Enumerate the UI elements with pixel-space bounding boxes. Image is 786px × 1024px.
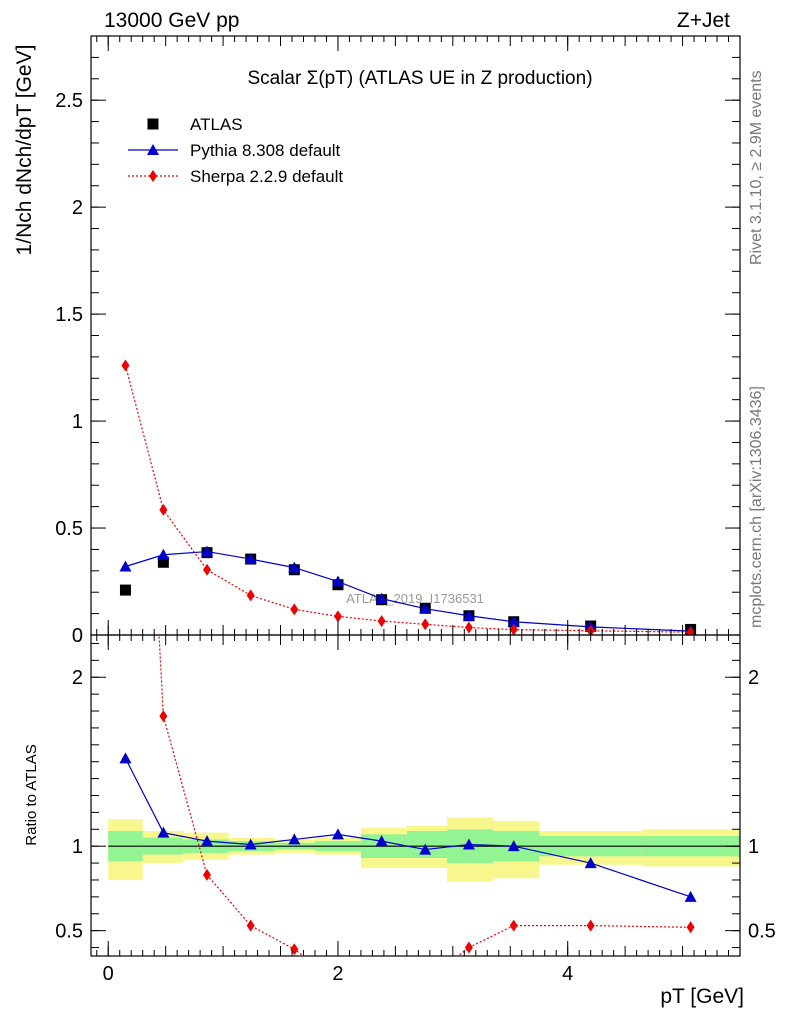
top-pythia-8-308-default-point [288, 561, 301, 573]
ratio-sherpa-2-2-9-default-point [378, 992, 386, 1004]
top-pythia-8-308-default-point [157, 548, 170, 560]
legend-marker-sherpa-2-2-9-default [149, 170, 157, 182]
top-y-tick-label: 1 [72, 411, 83, 433]
top-y-tick-label: 2 [72, 197, 83, 219]
top-sherpa-2-2-9-default-point [377, 615, 386, 628]
axes: 0 0.5 1 1.5 2 2.5 0.5 0.5 1 1 2 2 0 2 4 [55, 35, 776, 985]
top-pythia-8-308-default-point [119, 560, 132, 572]
top-sherpa-2-2-9-default-point [421, 618, 430, 631]
top-y-tick-label: 2.5 [55, 90, 83, 112]
mcplots-reference-label: mcplots.cern.ch [arXiv:1306.3436] [748, 386, 765, 628]
ratio-y-tick-label: 1 [72, 836, 83, 858]
top-sherpa-2-2-9-default-point [290, 603, 299, 616]
ratio-pythia-8-308-default-point [462, 838, 475, 850]
top-sherpa-2-2-9-default-point [121, 359, 130, 372]
ratio-pythia-8-308-default-point [201, 835, 214, 847]
header-process-label: Z+Jet [677, 9, 730, 32]
ratio-sherpa-2-2-9-default-point [203, 868, 212, 881]
top-sherpa-2-2-9-default-point [246, 589, 255, 602]
ratio-sherpa-2-2-9-default-point [586, 919, 595, 932]
ratio-pythia-8-308-default-point [507, 840, 520, 852]
x-tick-label: 0 [103, 963, 114, 985]
top-y-tick-label: 0.5 [55, 518, 83, 540]
ratio-y-tick-label-right: 1 [748, 836, 759, 858]
top-y-tick-label: 0 [72, 625, 83, 647]
legend-label-atlas: ATLAS [190, 115, 243, 134]
ratio-panel-series [119, 0, 697, 1004]
top-pythia-8-308-default-point [419, 602, 432, 614]
legend-marker-pythia-8-308-default [147, 144, 159, 155]
ratio-pythia-8-308-default-point [684, 890, 697, 902]
legend: ATLAS Pythia 8.308 default Sherpa 2.2.9 de… [128, 115, 343, 186]
legend-label-sherpa-2-2-9-default: Sherpa 2.2.9 default [190, 167, 343, 186]
ratio-sherpa-2-2-9-default-line [158, 635, 691, 956]
ratio-pythia-8-308-default-point [157, 826, 170, 838]
top-sherpa-2-2-9-default-point [159, 503, 168, 516]
top-pythia-8-308-default-point [201, 545, 214, 557]
top-pythia-8-308-default-point [331, 575, 344, 587]
x-tick-label: 2 [332, 963, 343, 985]
top-sherpa-2-2-9-default-point [203, 563, 212, 576]
ratio-y-tick-label: 2 [72, 667, 83, 689]
ratio-pythia-8-308-default-point [288, 833, 301, 845]
rivet-version-label: Rivet 3.1.10, ≥ 2.9M events [748, 70, 765, 265]
top-panel-y-axis-label: 1/Nch dNch/dpT [GeV] [13, 45, 36, 256]
top-panel-series [119, 359, 697, 635]
top-panel-title: Scalar Σ(pT) (ATLAS UE in Z production) [247, 68, 592, 89]
ratio-y-tick-label: 0.5 [55, 921, 83, 943]
ratio-sherpa-2-2-9-default-point [290, 943, 299, 956]
ratio-y-tick-label-right: 2 [748, 667, 759, 689]
legend-label-pythia-8-308-default: Pythia 8.308 default [190, 141, 341, 160]
x-axis-label: pT [GeV] [660, 985, 744, 1008]
ratio-pythia-8-308-default-point [375, 835, 388, 847]
ratio-sherpa-2-2-9-default-point [246, 919, 255, 932]
ratio-panel-y-axis-label: Ratio to ATLAS [23, 744, 40, 845]
ratio-pythia-8-308-default-point [419, 843, 432, 855]
top-y-tick-label: 1.5 [55, 304, 83, 326]
top-sherpa-2-2-9-default-point [686, 626, 695, 635]
ratio-uncertainty-bands [108, 817, 740, 882]
ratio-sherpa-2-2-9-default-point [159, 710, 168, 723]
ratio-sherpa-2-2-9-default-point [121, 0, 129, 7]
top-pythia-8-308-default-point [462, 609, 475, 621]
top-atlas-point [119, 584, 131, 596]
ratio-pythia-8-308-default-point [119, 752, 132, 764]
top-atlas-point [157, 556, 169, 568]
ratio-sherpa-2-2-9-default-point [464, 941, 473, 954]
top-sherpa-2-2-9-default-point [509, 623, 518, 635]
ratio-sherpa-2-2-9-default-point [686, 921, 695, 934]
ratio-pythia-8-308-default-point [244, 838, 257, 850]
ratio-y-tick-label-right: 0.5 [748, 921, 776, 943]
ratio-pythia-8-308-default-point [331, 828, 344, 840]
top-pythia-8-308-default-line [125, 550, 691, 632]
top-pythia-8-308-default-point [244, 553, 257, 565]
top-pythia-8-308-default-point [375, 592, 388, 604]
ratio-sherpa-2-2-9-default-point [509, 919, 518, 932]
top-sherpa-2-2-9-default-point [464, 621, 473, 634]
ratio-pythia-8-308-default-point [584, 857, 597, 869]
top-sherpa-2-2-9-default-point [333, 610, 342, 623]
ratio-panel-frame [90, 634, 741, 957]
top-pythia-8-308-default-point [507, 615, 520, 627]
x-tick-label: 4 [562, 963, 573, 985]
ratio-pythia-8-308-default-line [124, 758, 691, 898]
header-collision-label: 13000 GeV pp [104, 9, 239, 32]
legend-marker-atlas [147, 118, 159, 130]
ratio-sherpa-2-2-9-default-point [421, 975, 429, 987]
top-sherpa-2-2-9-default-line [124, 365, 691, 633]
